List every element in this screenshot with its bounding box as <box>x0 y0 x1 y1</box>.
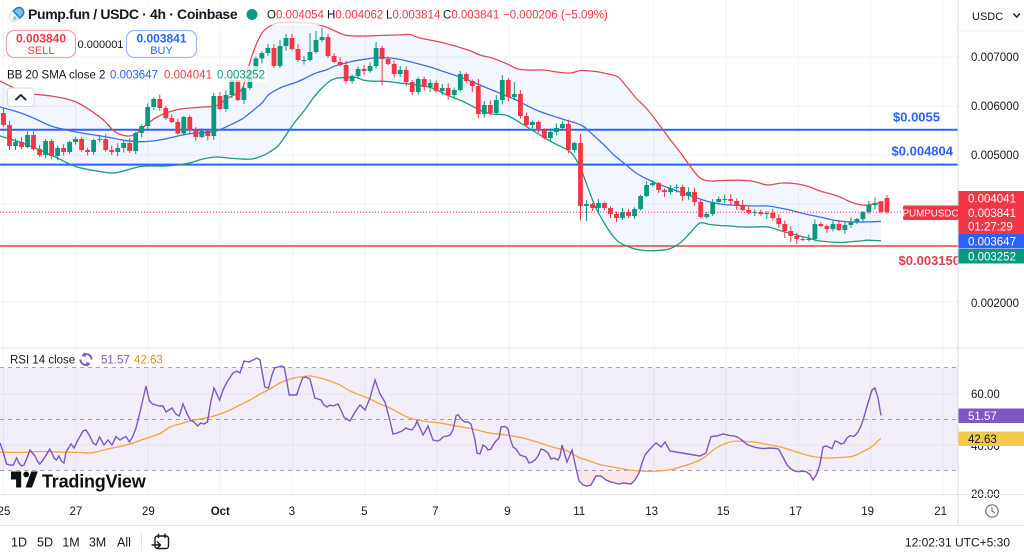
svg-text:All: All <box>117 536 131 550</box>
svg-text:SELL: SELL <box>28 45 55 57</box>
svg-text:Pump.fun / USDC · 4h · Coinbas: Pump.fun / USDC · 4h · Coinbase <box>28 6 238 22</box>
svg-text:51.57: 51.57 <box>101 355 130 367</box>
svg-text:0.002000: 0.002000 <box>971 298 1019 310</box>
svg-text:7: 7 <box>432 506 438 518</box>
svg-text:19: 19 <box>861 506 874 518</box>
svg-text:0.003841: 0.003841 <box>968 208 1016 220</box>
svg-text:42.63: 42.63 <box>134 355 163 367</box>
svg-text:0.003840: 0.003840 <box>16 32 66 46</box>
svg-text:PUMPUSDC: PUMPUSDC <box>902 209 958 220</box>
svg-text:−0.000206 (−5.09%): −0.000206 (−5.09%) <box>503 10 608 22</box>
svg-text:$0.004804: $0.004804 <box>892 144 954 159</box>
svg-text:21: 21 <box>934 506 947 518</box>
svg-text:11: 11 <box>573 506 585 518</box>
svg-text:0.003647: 0.003647 <box>110 70 158 82</box>
svg-text:USDC: USDC <box>972 11 1003 23</box>
svg-text:3: 3 <box>289 506 295 518</box>
svg-text:H0.004062: H0.004062 <box>327 10 383 22</box>
svg-text:RSI 14 close: RSI 14 close <box>10 355 75 367</box>
svg-text:0.005000: 0.005000 <box>971 150 1019 162</box>
svg-text:Oct: Oct <box>211 506 230 518</box>
svg-text:$0.003150: $0.003150 <box>899 253 960 268</box>
svg-text:0.006000: 0.006000 <box>971 101 1019 113</box>
svg-text:BUY: BUY <box>150 45 173 57</box>
svg-text:C0.003841: C0.003841 <box>443 10 499 22</box>
svg-text:42.63: 42.63 <box>968 434 997 446</box>
svg-text:5D: 5D <box>37 536 53 550</box>
svg-text:1M: 1M <box>62 536 79 550</box>
svg-text:29: 29 <box>142 506 155 518</box>
svg-text:25: 25 <box>0 506 10 518</box>
svg-text:0.004041: 0.004041 <box>968 194 1016 206</box>
svg-text:3M: 3M <box>89 536 106 550</box>
svg-text:L0.003814: L0.003814 <box>386 10 441 22</box>
svg-text:15: 15 <box>717 506 730 518</box>
svg-text:9: 9 <box>504 506 510 518</box>
svg-text:BB 20 SMA close 2: BB 20 SMA close 2 <box>7 70 105 82</box>
svg-text:60.00: 60.00 <box>971 389 1000 401</box>
svg-text:0.007000: 0.007000 <box>971 52 1019 64</box>
svg-text:0.003647: 0.003647 <box>968 237 1016 249</box>
svg-text:27: 27 <box>70 506 83 518</box>
svg-text:0.003252: 0.003252 <box>968 252 1016 264</box>
svg-text:12:02:31 UTC+5:30: 12:02:31 UTC+5:30 <box>905 536 1010 550</box>
svg-text:01:27:29: 01:27:29 <box>968 222 1013 234</box>
svg-text:O0.004054: O0.004054 <box>267 10 325 22</box>
svg-text:17: 17 <box>789 506 802 518</box>
svg-text:13: 13 <box>645 506 658 518</box>
svg-text:$0.0055: $0.0055 <box>893 110 940 125</box>
svg-text:0.003252: 0.003252 <box>217 70 265 82</box>
svg-text:TradingView: TradingView <box>42 472 147 492</box>
svg-text:0.000001: 0.000001 <box>78 39 124 51</box>
svg-text:5: 5 <box>361 506 367 518</box>
svg-text:1D: 1D <box>11 536 27 550</box>
svg-text:51.57: 51.57 <box>968 411 997 423</box>
svg-text:0.004041: 0.004041 <box>164 70 212 82</box>
svg-text:0.003841: 0.003841 <box>136 32 186 46</box>
